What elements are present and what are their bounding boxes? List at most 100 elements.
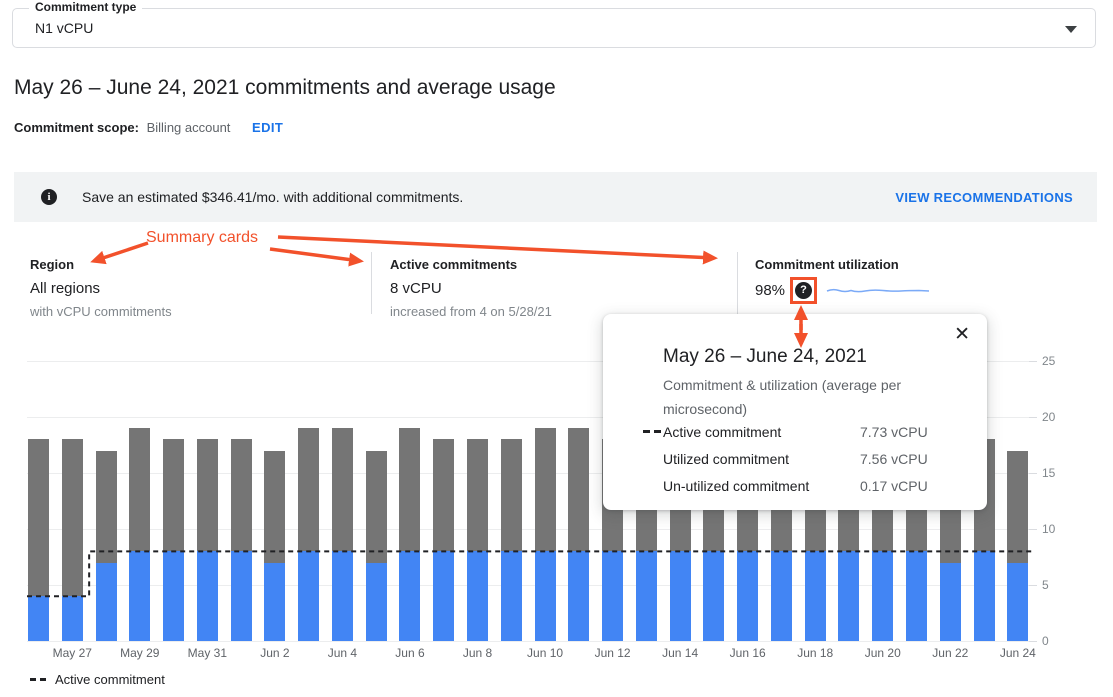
region-card: Region All regions with vCPU commitments xyxy=(30,257,172,319)
tooltip-row: Utilized commitment 7.56 vCPU xyxy=(603,448,987,475)
tooltip-row-label: Utilized commitment xyxy=(663,451,790,467)
tooltip-row-label: Un-utilized commitment xyxy=(663,478,810,494)
active-commitments-title: Active commitments xyxy=(390,257,518,272)
y-axis-tick xyxy=(1029,528,1037,530)
tooltip-row-label: Active commitment xyxy=(663,424,782,440)
utilization-tooltip: ✕ May 26 – June 24, 2021 Commitment & ut… xyxy=(603,314,987,510)
bar-utilized-commitment[interactable] xyxy=(534,551,556,641)
bar-usage-above-commitment[interactable] xyxy=(264,450,286,563)
y-axis-label: 20 xyxy=(1042,410,1056,424)
active-commitments-subtext: increased from 4 on 5/28/21 xyxy=(390,304,552,319)
tooltip-row-value: 0.17 vCPU xyxy=(860,478,928,494)
tooltip-row-value: 7.56 vCPU xyxy=(860,451,928,467)
gridline xyxy=(27,584,1035,586)
chevron-down-icon[interactable] xyxy=(1065,26,1077,33)
x-axis-label: May 27 xyxy=(52,646,92,660)
bar-utilized-commitment[interactable] xyxy=(669,551,691,641)
view-recommendations-button[interactable]: VIEW RECOMMENDATIONS xyxy=(895,189,1073,205)
savings-banner: i Save an estimated $346.41/mo. with add… xyxy=(14,172,1097,222)
edit-scope-link[interactable]: EDIT xyxy=(252,120,284,135)
bar-usage-above-commitment[interactable] xyxy=(230,439,252,552)
bar-utilized-commitment[interactable] xyxy=(467,551,488,641)
bar-utilized-commitment[interactable] xyxy=(365,562,387,641)
commitment-type-select[interactable]: Commitment type N1 vCPU xyxy=(12,0,1096,48)
bar-usage-above-commitment[interactable] xyxy=(95,450,117,563)
bar-usage-above-commitment[interactable] xyxy=(129,428,151,552)
bar-utilized-commitment[interactable] xyxy=(973,551,995,641)
region-card-value: All regions xyxy=(30,280,101,297)
tooltip-row: Un-utilized commitment 0.17 vCPU xyxy=(603,475,987,502)
bar-utilized-commitment[interactable] xyxy=(264,562,286,641)
y-axis-label: 10 xyxy=(1042,522,1056,536)
bar-utilized-commitment[interactable] xyxy=(230,551,252,641)
bar-utilized-commitment[interactable] xyxy=(500,551,522,641)
bar-utilized-commitment[interactable] xyxy=(770,551,792,641)
bar-usage-above-commitment[interactable] xyxy=(500,439,522,552)
bar-utilized-commitment[interactable] xyxy=(331,551,353,641)
y-axis-tick xyxy=(1029,584,1037,586)
bar-utilized-commitment[interactable] xyxy=(872,551,894,641)
bar-usage-above-commitment[interactable] xyxy=(534,428,556,552)
bar-utilized-commitment[interactable] xyxy=(838,551,860,641)
legend-label: Active commitment xyxy=(55,672,165,687)
x-axis-label: Jun 16 xyxy=(729,646,766,660)
bar-utilized-commitment[interactable] xyxy=(196,551,218,641)
page-title: May 26 – June 24, 2021 commitments and a… xyxy=(14,76,556,99)
commitment-utilization-title: Commitment utilization xyxy=(755,257,899,272)
savings-message: Save an estimated $346.41/mo. with addit… xyxy=(82,189,464,205)
x-axis-label: Jun 2 xyxy=(260,646,290,660)
y-axis-label: 0 xyxy=(1042,634,1049,648)
active-commitments-card: Active commitments 8 vCPU increased from… xyxy=(390,257,552,319)
bar-usage-above-commitment[interactable] xyxy=(1007,450,1029,563)
bar-utilized-commitment[interactable] xyxy=(737,551,759,641)
annotation-highlight-box: ? xyxy=(790,277,818,304)
gridline xyxy=(27,528,1035,530)
y-axis-label: 15 xyxy=(1042,466,1056,480)
bar-usage-above-commitment[interactable] xyxy=(163,439,185,552)
bar-usage-above-commitment[interactable] xyxy=(298,428,320,552)
scope-label: Commitment scope: xyxy=(14,120,139,135)
bar-usage-above-commitment[interactable] xyxy=(568,428,590,552)
bar-usage-above-commitment[interactable] xyxy=(433,439,455,552)
tooltip-row-value: 7.73 vCPU xyxy=(860,424,928,440)
gridline xyxy=(27,360,1035,362)
region-card-title: Region xyxy=(30,257,75,272)
bar-utilized-commitment[interactable] xyxy=(568,551,590,641)
bar-utilized-commitment[interactable] xyxy=(61,596,83,641)
bar-utilized-commitment[interactable] xyxy=(399,551,421,641)
bar-usage-above-commitment[interactable] xyxy=(28,439,49,597)
bar-utilized-commitment[interactable] xyxy=(433,551,455,641)
bar-usage-above-commitment[interactable] xyxy=(365,450,387,563)
bar-usage-above-commitment[interactable] xyxy=(331,428,353,552)
scope-value: Billing account xyxy=(146,120,231,135)
bar-utilized-commitment[interactable] xyxy=(635,551,657,641)
card-divider xyxy=(371,252,372,314)
help-icon[interactable]: ? xyxy=(795,282,813,299)
info-icon: i xyxy=(41,189,57,205)
bar-usage-above-commitment[interactable] xyxy=(196,439,218,552)
x-axis-label: May 29 xyxy=(120,646,160,660)
bar-utilized-commitment[interactable] xyxy=(906,551,928,641)
utilization-sparkline xyxy=(826,288,930,292)
bar-usage-above-commitment[interactable] xyxy=(399,428,421,552)
commitment-type-value: N1 vCPU xyxy=(35,20,94,36)
tooltip-row: Active commitment 7.73 vCPU xyxy=(603,421,987,448)
bar-utilized-commitment[interactable] xyxy=(95,562,117,641)
bar-utilized-commitment[interactable] xyxy=(939,562,961,641)
y-axis-tick xyxy=(1029,640,1037,642)
bar-utilized-commitment[interactable] xyxy=(163,551,185,641)
bar-utilized-commitment[interactable] xyxy=(298,551,320,641)
bar-utilized-commitment[interactable] xyxy=(129,551,151,641)
active-commitments-value: 8 vCPU xyxy=(390,280,442,297)
bar-utilized-commitment[interactable] xyxy=(28,596,49,641)
bar-usage-above-commitment[interactable] xyxy=(467,439,488,552)
x-axis-label: Jun 12 xyxy=(594,646,631,660)
close-icon[interactable]: ✕ xyxy=(954,324,970,345)
x-axis-label: Jun 6 xyxy=(395,646,425,660)
x-axis-label: May 31 xyxy=(187,646,228,660)
bar-usage-above-commitment[interactable] xyxy=(61,439,83,597)
bar-utilized-commitment[interactable] xyxy=(602,551,624,641)
bar-utilized-commitment[interactable] xyxy=(804,551,826,641)
bar-utilized-commitment[interactable] xyxy=(703,551,725,641)
bar-utilized-commitment[interactable] xyxy=(1007,562,1029,641)
